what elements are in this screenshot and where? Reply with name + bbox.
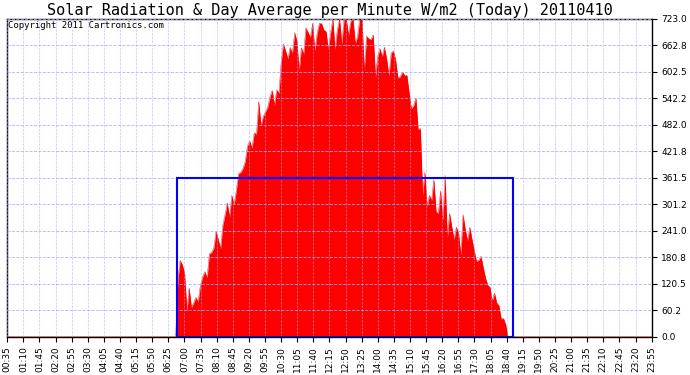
Bar <box>177 178 513 337</box>
Title: Solar Radiation & Day Average per Minute W/m2 (Today) 20110410: Solar Radiation & Day Average per Minute… <box>47 3 612 18</box>
Text: Copyright 2011 Cartronics.com: Copyright 2011 Cartronics.com <box>8 21 164 30</box>
